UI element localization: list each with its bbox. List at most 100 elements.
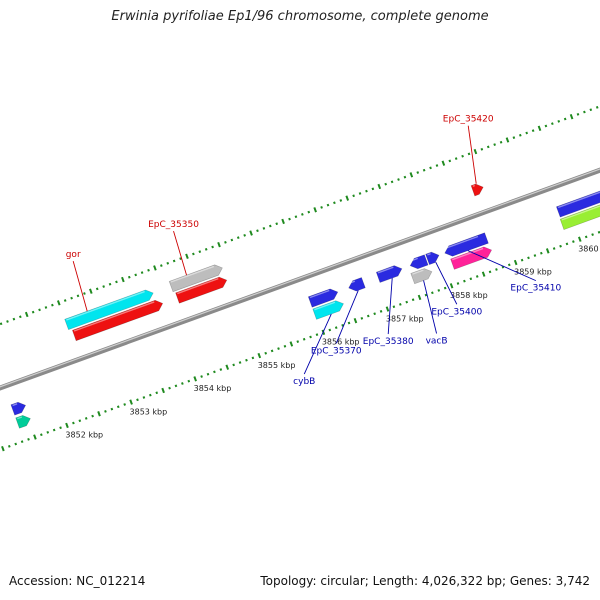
gene-label: EpC_35370 <box>311 346 362 356</box>
bottom-tick-mark <box>527 256 530 260</box>
top-tick-mark <box>563 117 567 121</box>
top-tick-mark <box>371 187 375 191</box>
bottom-tick-mark <box>373 312 376 316</box>
top-tick-mark <box>192 252 195 256</box>
top-tick-mark <box>211 245 214 249</box>
gene-feature-shine <box>472 184 475 187</box>
gene-feature-shine <box>314 301 336 311</box>
gene-feature <box>409 254 429 270</box>
bottom-tick-mark <box>572 240 575 243</box>
bottom-tick-mark <box>270 349 274 353</box>
bottom-tick-mark <box>411 298 415 302</box>
gene-feature-shine <box>348 280 356 285</box>
gene-feature <box>348 277 366 292</box>
tick-label: 3854 kbp <box>194 384 232 393</box>
bottom-tick-mark <box>385 306 390 312</box>
bottom-tick-mark <box>449 283 454 289</box>
top-tick-mark <box>377 183 382 190</box>
top-tick-mark <box>435 164 439 167</box>
top-tick-mark <box>307 210 311 214</box>
bottom-tick-mark <box>488 270 492 274</box>
bottom-tick-mark <box>540 251 543 255</box>
gene-feature <box>450 246 493 270</box>
tick-tracks: 3852 kbp 3853 kbp 3854 kbp 3855 kbp 3856 kbp… <box>0 106 600 452</box>
gene-feature-shine <box>377 266 394 274</box>
label-leader-line <box>173 230 187 276</box>
bottom-tick-mark <box>187 379 191 383</box>
top-tick-mark <box>461 154 464 158</box>
bottom-tick-mark <box>495 268 498 271</box>
top-tick-mark <box>44 306 48 309</box>
top-tick-mark <box>63 299 67 302</box>
top-tick-mark <box>95 287 99 291</box>
bottom-tick-mark <box>257 352 262 359</box>
tick-label: 3857 kbp <box>386 314 424 323</box>
gene-feature-shine <box>17 416 23 420</box>
tick-label: 3859 kbp <box>514 268 552 277</box>
gene-feature <box>556 190 600 218</box>
top-tick-mark <box>121 276 125 283</box>
top-tick-mark <box>134 273 138 277</box>
top-tick-mark <box>403 175 407 179</box>
label-leader-line <box>335 290 359 344</box>
gene-feature <box>168 264 223 293</box>
top-tick-mark <box>333 201 336 205</box>
bottom-tick-mark <box>334 326 338 330</box>
tick-label: 3858 kbp <box>450 291 488 300</box>
bottom-tick-mark <box>347 321 351 325</box>
bottom-tick-mark <box>232 363 235 367</box>
top-tick-mark <box>320 206 323 209</box>
gene-features <box>10 183 600 429</box>
gene-feature-shine <box>177 277 219 295</box>
bottom-tick-mark <box>142 396 146 399</box>
bottom-tick-mark <box>417 294 422 301</box>
bottom-tick-mark <box>315 333 319 337</box>
gene-feature <box>307 288 339 308</box>
gene-feature-shine <box>452 247 484 261</box>
bottom-tick-mark <box>52 428 56 432</box>
top-tick-mark <box>275 222 279 226</box>
bottom-tick-mark <box>597 230 600 234</box>
bottom-tick-mark <box>27 437 30 441</box>
top-tick-mark <box>429 166 432 170</box>
top-tick-mark <box>236 236 240 240</box>
top-tick-mark <box>6 320 9 323</box>
top-tick-mark <box>224 240 227 244</box>
top-tick-mark <box>102 285 105 288</box>
top-tick-mark <box>301 213 304 216</box>
label-leader-line <box>387 278 393 335</box>
bottom-tick-mark <box>78 419 82 423</box>
gene-label: cybB <box>293 377 315 387</box>
bottom-tick-mark <box>72 421 75 425</box>
bottom-tick-mark <box>552 247 556 250</box>
bottom-tick-mark <box>264 351 268 355</box>
gene-feature-shine <box>309 289 330 299</box>
bottom-tick-mark <box>65 422 69 429</box>
top-tick-mark <box>339 199 343 202</box>
bottom-tick-mark <box>431 291 434 295</box>
gene-feature <box>175 276 228 304</box>
bottom-tick-mark <box>161 387 165 394</box>
bottom-tick-mark <box>366 314 370 318</box>
gene-feature-shine <box>427 253 431 256</box>
top-tick-mark <box>243 233 246 237</box>
bottom-tick-mark <box>565 242 569 246</box>
bottom-tick-mark <box>168 386 171 390</box>
gene-feature-shine <box>170 265 215 283</box>
top-tick-mark <box>352 194 355 198</box>
bottom-tick-mark <box>302 337 306 341</box>
top-tick-mark <box>448 159 452 163</box>
tick-label: 3856 kbp <box>322 338 360 347</box>
top-tick-mark <box>569 113 574 120</box>
bottom-tick-mark <box>149 393 152 397</box>
gene-feature <box>312 300 344 320</box>
top-tick-mark <box>422 168 426 172</box>
top-tick-mark <box>473 148 478 155</box>
top-tick-mark <box>31 310 35 314</box>
bottom-tick-mark <box>360 316 364 320</box>
top-tick-mark <box>262 226 266 230</box>
bottom-tick-mark <box>469 277 473 281</box>
top-tick-mark <box>480 147 484 151</box>
top-tick-mark <box>153 265 157 271</box>
